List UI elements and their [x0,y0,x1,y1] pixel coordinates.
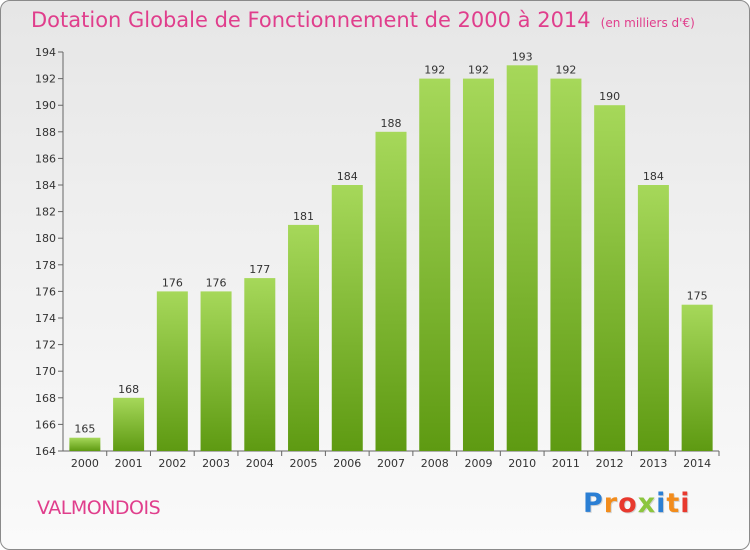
y-tick-label: 184 [35,179,56,192]
x-tick-label: 2005 [290,457,318,470]
value-label-2001: 168 [118,383,139,396]
bar-2011 [550,78,582,451]
y-tick-label: 168 [35,392,56,405]
x-tick-label: 2010 [508,457,536,470]
bar-2001 [113,397,145,451]
y-tick-label: 178 [35,259,56,272]
bar-2002 [156,291,188,451]
y-tick-label: 190 [35,99,56,112]
chart-unit: (en milliers d'€) [600,16,695,30]
y-tick-label: 180 [35,232,56,245]
value-label-2005: 181 [293,210,314,223]
value-label-2002: 176 [162,276,183,289]
x-tick-label: 2007 [377,457,405,470]
value-label-2007: 188 [381,117,402,130]
bar-2012 [594,105,626,451]
bar-2004 [244,278,276,451]
bar-2003 [200,291,232,451]
value-label-2012: 190 [599,90,620,103]
value-label-2008: 192 [424,64,445,77]
logo-letter: P [583,488,604,519]
place-name: VALMONDOIS [37,497,161,519]
x-tick-label: 2003 [202,457,230,470]
chart-title-text: Dotation Globale de Fonctionnement de 20… [31,8,591,32]
bar-2008 [419,78,451,451]
x-tick-label: 2011 [552,457,580,470]
x-tick-label: 2004 [246,457,274,470]
y-tick-label: 172 [35,339,56,352]
x-tick-label: 2006 [333,457,361,470]
x-tick-label: 2014 [683,457,711,470]
value-label-2010: 193 [512,50,533,63]
y-tick-label: 192 [35,73,56,86]
logo-letter: x [637,488,657,519]
x-tick-label: 2008 [421,457,449,470]
x-tick-label: 2012 [596,457,624,470]
y-tick-label: 170 [35,365,56,378]
logo-letter: t [666,488,681,519]
bar-2013 [637,185,669,451]
value-label-2000: 165 [74,423,95,436]
logo-letter: r [603,488,619,519]
chart-axes: 1641661681701721741761781801821841861881… [35,46,720,470]
x-tick-label: 2001 [115,457,143,470]
y-tick-label: 188 [35,126,56,139]
value-label-2006: 184 [337,170,358,183]
y-tick-label: 176 [35,285,56,298]
y-tick-label: 182 [35,206,56,219]
logo-letter: o [618,488,638,519]
y-tick-label: 174 [35,312,56,325]
chart-bars [69,65,713,452]
bar-2006 [331,185,363,451]
x-tick-label: 2002 [158,457,186,470]
logo-letter: i [680,488,691,519]
value-label-2013: 184 [643,170,664,183]
bar-2007 [375,131,407,452]
logo-letter: i [656,488,667,519]
y-tick-label: 166 [35,418,56,431]
bar-2010 [506,65,538,452]
y-tick-label: 194 [35,46,56,59]
y-tick-label: 164 [35,445,56,458]
bar-2009 [462,78,494,451]
proxiti-logo: Proxiti [583,488,691,519]
bar-2000 [69,437,101,451]
value-label-2003: 176 [206,276,227,289]
value-label-2004: 177 [249,263,270,276]
value-label-2014: 175 [687,290,708,303]
value-label-2011: 192 [555,64,576,77]
chart-title: Dotation Globale de Fonctionnement de 20… [31,8,695,32]
chart-value-labels: 165 168 176 176 177 181 184 188 192 192 193 192 190 1… [74,50,707,435]
x-tick-label: 2000 [71,457,99,470]
x-tick-label: 2013 [639,457,667,470]
value-label-2009: 192 [468,64,489,77]
y-tick-label: 186 [35,152,56,165]
bar-2005 [288,224,320,451]
bar-2014 [681,304,713,451]
x-tick-label: 2009 [464,457,492,470]
